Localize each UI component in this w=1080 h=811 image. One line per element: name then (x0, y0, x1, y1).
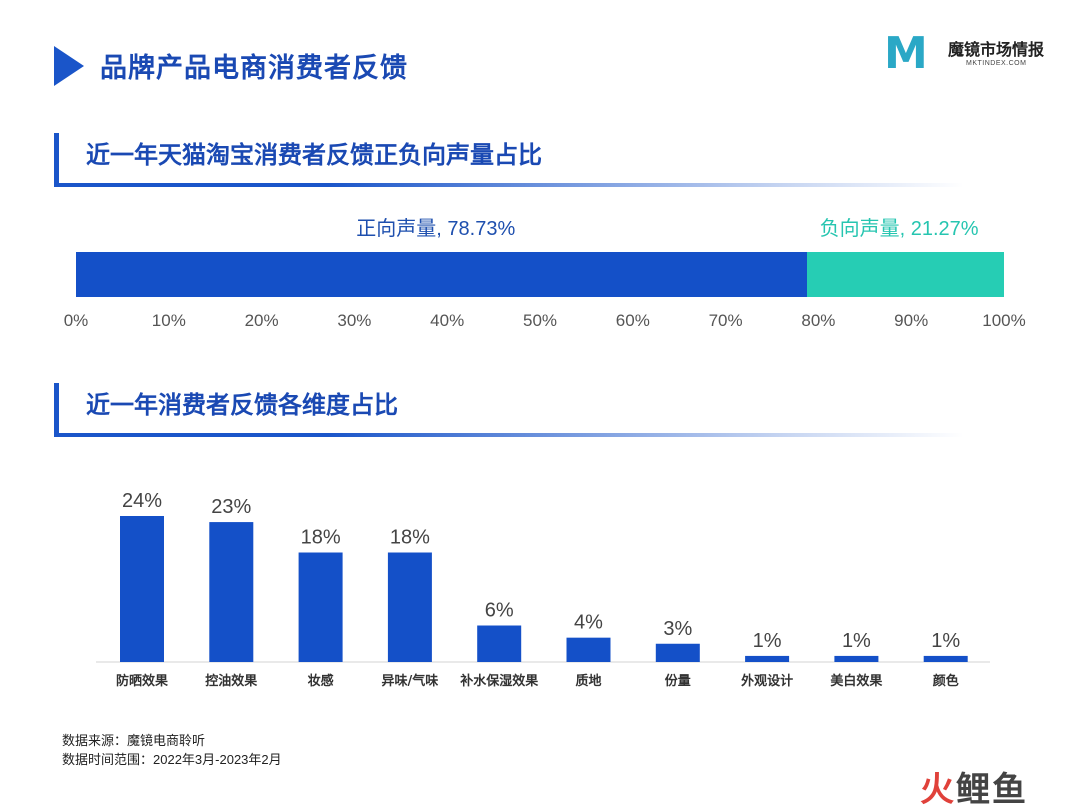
bar-2 (209, 522, 254, 662)
positive-volume-label: 正向声量, 78.73% (356, 218, 516, 240)
bar-6 (566, 637, 611, 662)
bar-3 (298, 552, 343, 662)
x-tick-label: 100% (982, 311, 1026, 330)
x-tick-label: 80% (801, 311, 836, 330)
logo-name: 魔镜市场情报 (948, 42, 1045, 59)
bar-value-label: 18% (390, 527, 430, 549)
bar-1 (120, 516, 164, 662)
x-tick-label: 20% (244, 311, 279, 330)
bar-8 (745, 655, 790, 662)
x-tick-label: 30% (337, 311, 372, 330)
x-tick-label: 70% (708, 311, 743, 330)
category-label: 质地 (575, 673, 601, 689)
section-header-dimension: 近一年消费者反馈各维度占比 (54, 383, 964, 437)
bar-value-label: 1% (753, 630, 782, 652)
bar-value-label: 1% (931, 630, 960, 652)
category-label: 控油效果 (205, 673, 257, 689)
sentiment-stacked-bar (76, 252, 1004, 297)
x-tick-label: 60% (615, 311, 650, 330)
dimension-bar-chart: 24% 防晒效果 23% 控油效果 18% 妆感 18% 异味/气味 6% 补水保湿效果 4% 质地 3… (96, 490, 990, 689)
source-line-1: 数据来源：魔镜电商聆听 (62, 733, 206, 748)
bar-9 (834, 655, 879, 662)
category-label: 防晒效果 (116, 673, 168, 689)
x-tick-label: 10% (151, 311, 186, 330)
bar-value-label: 6% (485, 600, 514, 622)
watermark-part-2: 鲤鱼 (956, 771, 1028, 809)
brand-logo: M 魔镜市场情报 MKTINDEX.COM (880, 30, 1050, 80)
x-tick-label: 40% (430, 311, 465, 330)
title-arrow-icon (54, 46, 84, 86)
x-tick-label: 90% (894, 311, 929, 330)
page-title: 品牌产品电商消费者反馈 (100, 53, 408, 83)
bar-value-label: 24% (122, 490, 162, 512)
category-label: 异味/气味 (382, 673, 439, 689)
bar-4 (387, 552, 432, 662)
category-label: 份量 (665, 673, 691, 689)
data-source: 数据来源：魔镜电商聆听 数据时间范围：2022年3月-2023年2月 (62, 731, 282, 769)
bar-10 (923, 655, 968, 662)
positive-segment (76, 252, 807, 297)
bar-value-label: 4% (574, 612, 603, 634)
x-tick-label: 0% (63, 311, 89, 330)
category-label: 妆感 (308, 673, 334, 689)
negative-volume-label: 负向声量, 21.27% (819, 218, 979, 240)
bar-value-label: 3% (663, 618, 692, 640)
section-title-sentiment: 近一年天猫淘宝消费者反馈正负向声量占比 (86, 142, 542, 169)
category-label: 外观设计 (740, 673, 793, 689)
bar-7 (655, 643, 700, 662)
section-header-sentiment: 近一年天猫淘宝消费者反馈正负向声量占比 (54, 133, 964, 187)
section-underline (54, 183, 964, 187)
bar-value-label: 1% (842, 630, 871, 652)
category-label: 补水保湿效果 (459, 673, 538, 689)
source-line-2: 数据时间范围：2022年3月-2023年2月 (62, 752, 282, 767)
category-label: 颜色 (933, 673, 959, 689)
bar-5 (477, 625, 522, 662)
bar-value-label: 23% (211, 496, 251, 518)
section-accent-bar (54, 383, 59, 437)
bar-value-label: 18% (301, 527, 341, 549)
watermark-part-1: 火 (920, 771, 956, 809)
logo-m-icon: M (884, 28, 928, 79)
section-title-dimension: 近一年消费者反馈各维度占比 (86, 392, 398, 419)
negative-segment (806, 252, 1004, 297)
x-tick-label: 50% (522, 311, 558, 330)
logo-sub: MKTINDEX.COM (966, 60, 1027, 67)
section-accent-bar (54, 133, 59, 187)
watermark: 火鲤鱼 (920, 762, 1028, 811)
category-label: 美白效果 (830, 673, 882, 689)
section-underline (54, 433, 964, 437)
